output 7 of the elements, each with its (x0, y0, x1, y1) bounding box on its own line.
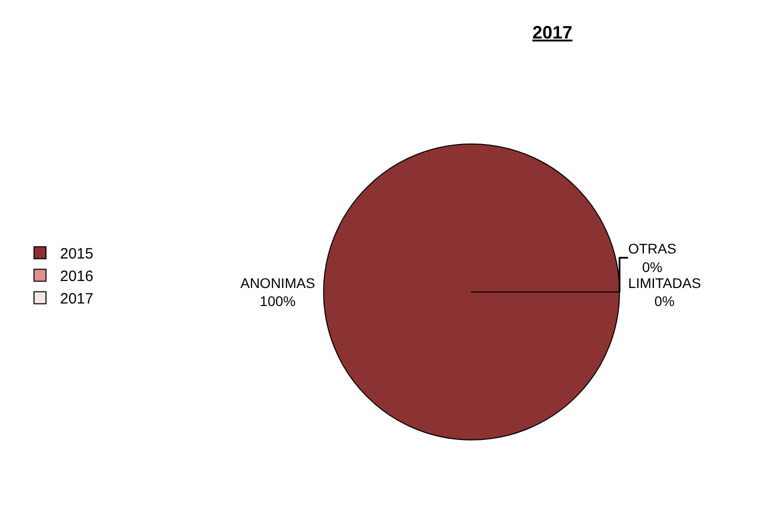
data-label: ANONIMAS 100% (240, 274, 316, 310)
legend-label: 2017 (60, 290, 94, 308)
legend-label: 2015 (60, 246, 94, 263)
chart-title: 2017 (532, 22, 572, 43)
text: LIMITADAS 0% (628, 274, 701, 310)
legend-label: 2016 (60, 268, 94, 286)
text: OTRAS 0% (628, 240, 676, 275)
